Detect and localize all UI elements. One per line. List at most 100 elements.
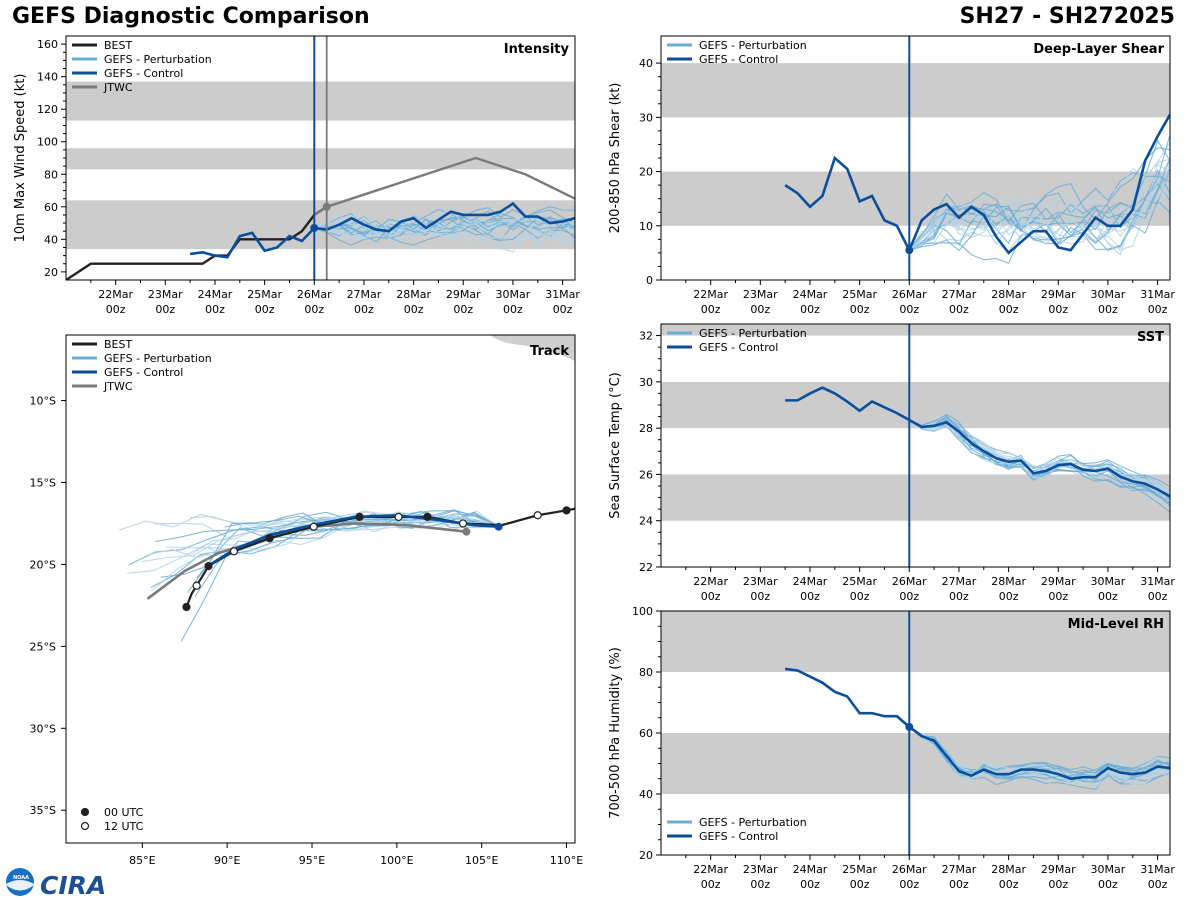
perturbation-member-line xyxy=(314,222,575,246)
x-tick-label-line: 31Mar xyxy=(545,288,580,301)
panel-track: 85°E 90°E 95°E 100°E 105°E 110°E 10°S 15°S 20°S 2… xyxy=(30,334,583,867)
x-tick-label-line: 00z xyxy=(304,303,324,316)
control-line xyxy=(784,667,1170,781)
y-tick-label: 30 xyxy=(639,376,653,389)
y-tick-label: 80 xyxy=(44,168,58,181)
x-tick-label-line: 24Mar xyxy=(793,863,828,876)
perturbation-member-line xyxy=(909,419,1170,496)
control-line xyxy=(785,386,1170,498)
x-tick-label-line: 00z xyxy=(701,303,721,316)
x-tick-label-line: 00z xyxy=(899,590,919,603)
y-tick-label: 80 xyxy=(639,666,653,679)
control-init-marker xyxy=(905,246,914,255)
time-legend-marker xyxy=(80,821,90,831)
x-tick-label: 26Mar 00z xyxy=(892,863,927,891)
control-line xyxy=(784,113,1170,255)
y-tick-label: 140 xyxy=(37,71,58,84)
perturbation-track-line xyxy=(150,512,499,589)
x-tick-label-line: 26Mar xyxy=(892,288,927,301)
perturbation-member-line xyxy=(908,726,1170,783)
x-tick-label-line: 27Mar xyxy=(347,288,382,301)
control-line xyxy=(189,201,575,259)
x-tick-label-line: 30Mar xyxy=(1091,575,1126,588)
x-tick-label: 29Mar 00z xyxy=(1041,288,1076,316)
x-tick-label-line: 00z xyxy=(404,303,424,316)
perturbation-member-line xyxy=(908,726,1170,789)
y-axis-label: 10m Max Wind Speed (kt) xyxy=(13,74,28,243)
y-tick-label: 26 xyxy=(639,468,653,481)
x-tick-label: 110°E xyxy=(550,854,583,867)
x-tick-label-line: 00z xyxy=(800,303,820,316)
x-tick-label-line: 00z xyxy=(1148,590,1168,603)
x-tick-label-line: 24Mar xyxy=(793,575,828,588)
x-tick-label-line: 00z xyxy=(750,590,770,603)
x-tick-label: 27Mar 00z xyxy=(942,575,977,603)
x-tick-label: 28Mar 00z xyxy=(991,575,1026,603)
x-tick-label: 31Mar 00z xyxy=(1140,863,1175,891)
perturbation-member-line xyxy=(908,167,1170,251)
x-tick-label-line: 00z xyxy=(1048,303,1068,316)
x-tick-label: 27Mar 00z xyxy=(347,288,382,316)
x-tick-label: 30Mar 00z xyxy=(1091,288,1126,316)
x-tick-label-line: 28Mar xyxy=(991,288,1026,301)
x-tick-label-line: 22Mar xyxy=(693,575,728,588)
x-tick-label-line: 26Mar xyxy=(892,575,927,588)
x-tick-label-line: 28Mar xyxy=(991,863,1026,876)
legend-label: GEFS - Perturbation xyxy=(699,816,807,829)
y-tick-label: 120 xyxy=(37,103,58,116)
y-tick-label: 40 xyxy=(44,233,58,246)
perturbation-member-line xyxy=(314,218,575,240)
x-tick-label-line: 00z xyxy=(800,878,820,891)
perturbation-member-line xyxy=(908,158,1170,253)
x-tick-label: 27Mar 00z xyxy=(942,288,977,316)
x-tick-label-line: 00z xyxy=(453,303,473,316)
x-tick-label: 22Mar 00z xyxy=(693,863,728,891)
category-band xyxy=(66,81,575,121)
x-tick-label: 26Mar 00z xyxy=(892,288,927,316)
x-tick-label-line: 27Mar xyxy=(942,863,977,876)
time-legend-label: 12 UTC xyxy=(104,820,144,833)
x-tick-label-line: 25Mar xyxy=(247,288,282,301)
y-tick-label: 15°S xyxy=(30,476,56,489)
perturbation-member-line xyxy=(909,413,1170,500)
x-tick-label-line: 27Mar xyxy=(942,575,977,588)
x-tick-label-line: 23Mar xyxy=(743,288,778,301)
panel-title: Mid-Level RH xyxy=(1068,617,1164,632)
x-tick-label: 24Mar 00z xyxy=(793,288,828,316)
x-tick-label: 29Mar 00z xyxy=(1041,863,1076,891)
x-tick-label-line: 31Mar xyxy=(1140,288,1175,301)
x-tick-label-line: 00z xyxy=(999,590,1019,603)
best-point-12utc xyxy=(309,522,318,531)
x-tick-label-line: 25Mar xyxy=(842,863,877,876)
noaa-seal-wave xyxy=(6,880,34,891)
x-tick-label-line: 00z xyxy=(1098,878,1118,891)
cira-wordmark: CIRA xyxy=(40,871,106,900)
legend-label: GEFS - Control xyxy=(104,366,183,379)
x-tick-label: 29Mar 00z xyxy=(446,288,481,316)
legend-label: GEFS - Perturbation xyxy=(699,327,807,340)
legend-label: GEFS - Control xyxy=(699,341,778,354)
x-tick-label-line: 29Mar xyxy=(1041,288,1076,301)
perturbation-member-line xyxy=(314,206,575,243)
x-tick-label-line: 00z xyxy=(1148,878,1168,891)
x-tick-label: 25Mar 00z xyxy=(842,575,877,603)
panel-frame xyxy=(660,323,1171,568)
y-tick-label: 30°S xyxy=(30,722,56,735)
y-tick-label: 100 xyxy=(37,136,58,149)
x-tick-label-line: 00z xyxy=(899,303,919,316)
perturbation-member-line xyxy=(314,218,575,246)
y-tick-label: 0 xyxy=(646,274,653,287)
x-tick-label-line: 00z xyxy=(949,590,969,603)
x-tick-label: 25Mar 00z xyxy=(247,288,282,316)
x-tick-label-line: 22Mar xyxy=(693,863,728,876)
perturbation-member-line xyxy=(314,216,575,241)
x-tick-label: 24Mar 00z xyxy=(793,863,828,891)
storm-id: SH27 - SH272025 xyxy=(959,4,1175,29)
x-tick-label: 28Mar 00z xyxy=(991,288,1026,316)
x-tick-label-line: 00z xyxy=(205,303,225,316)
x-tick-label: 100°E xyxy=(380,854,413,867)
x-tick-label-line: 31Mar xyxy=(1140,863,1175,876)
y-tick-label: 40 xyxy=(639,57,653,70)
